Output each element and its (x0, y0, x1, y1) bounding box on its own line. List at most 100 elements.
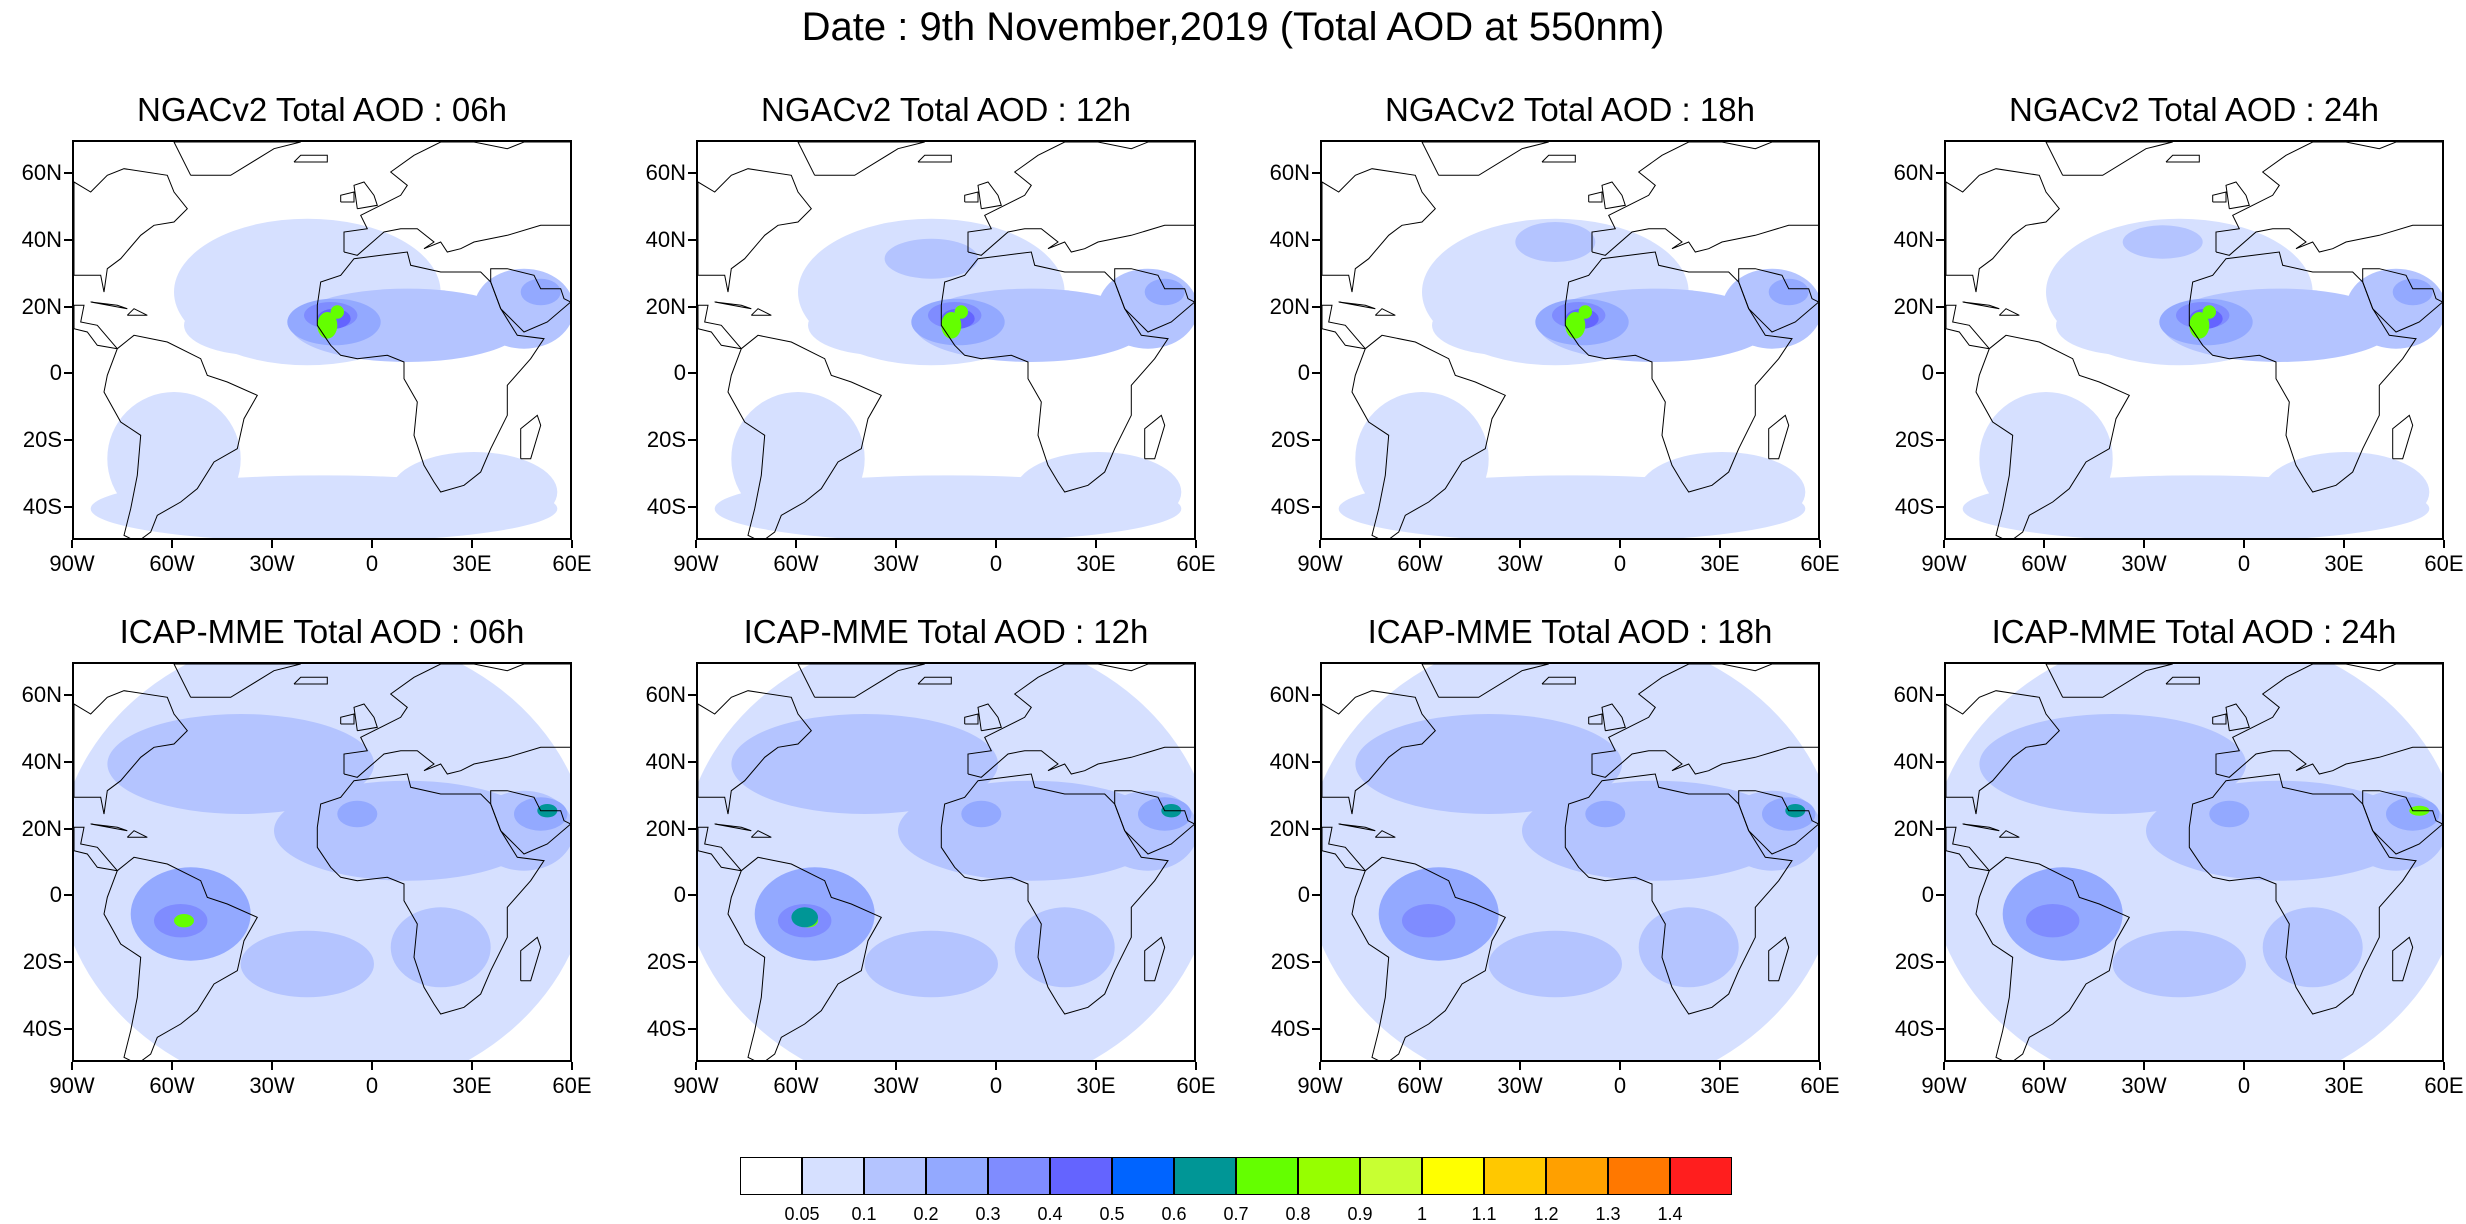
longitude-label: 30E (1076, 1073, 1116, 1098)
latitude-tick (64, 827, 72, 830)
latitude-label: 20S (1894, 949, 1934, 974)
aod-shading (107, 714, 374, 814)
coastline (2215, 142, 2442, 256)
longitude-tick (371, 540, 373, 548)
aod-map (698, 142, 1194, 538)
latitude-label: 60N (645, 160, 686, 186)
longitude-label: 60E (2424, 551, 2464, 576)
panel-title: NGACv2 Total AOD : 18h (1385, 91, 1755, 128)
longitude-tick (1619, 1062, 1621, 1070)
latitude-tick (1312, 372, 1320, 375)
aod-shading (2202, 305, 2216, 319)
colorbar-swatch (1112, 1157, 1174, 1195)
coastline (1588, 713, 1603, 725)
aod-map (74, 664, 570, 1060)
latitude-label: 40N (21, 227, 62, 252)
latitude-tick (1936, 1027, 1944, 1030)
longitude-tick (471, 1062, 473, 1070)
latitude-tick (1312, 694, 1320, 697)
longitude-label: 90W (1921, 551, 1967, 576)
longitude-label: 30W (873, 1073, 919, 1098)
latitude-label: 60N (1893, 682, 1934, 708)
coastline (1322, 304, 1366, 350)
latitude-tick (64, 372, 72, 375)
aod-shading (954, 305, 968, 319)
latitude-label: 40S (1894, 1015, 1934, 1041)
longitude-label: 60E (552, 551, 592, 576)
aod-shading (1355, 714, 1622, 814)
latitude-tick (1936, 505, 1944, 508)
longitude-label: 30W (1497, 1073, 1543, 1098)
longitude-tick (1819, 1062, 1821, 1070)
coastline (2188, 251, 2417, 493)
latitude-tick (64, 305, 72, 308)
coastline (103, 856, 259, 1060)
aod-shading (240, 930, 374, 998)
coastline (797, 664, 925, 698)
longitude-label: 0 (989, 551, 1003, 576)
latitude-tick (1312, 305, 1320, 308)
coastline (1738, 790, 1818, 855)
coastline (1962, 301, 2000, 310)
aod-shading (1515, 222, 1596, 262)
latitude-label: 40N (645, 749, 686, 774)
longitude-tick (2243, 540, 2245, 548)
colorbar-swatch (988, 1157, 1050, 1195)
latitude-label: 20S (646, 427, 686, 452)
coastline (2188, 773, 2417, 1015)
latitude-tick (1936, 372, 1944, 375)
coastline (1946, 168, 2060, 293)
aod-shading (1488, 930, 1622, 998)
coastline (977, 703, 1002, 732)
latitude-tick (1936, 961, 1944, 963)
coastline (74, 168, 188, 293)
coastline (316, 251, 545, 493)
coastline (940, 251, 1169, 493)
panel-title: ICAP-MME Total AOD : 24h (1991, 613, 2397, 650)
longitude-tick (1819, 540, 1821, 548)
latitude-tick (64, 505, 72, 508)
aod-shading (961, 800, 1002, 828)
coastline (1998, 830, 2020, 838)
latitude-tick (1312, 172, 1320, 175)
aod-shading (791, 907, 818, 928)
latitude-tick (1312, 894, 1320, 897)
aod-shading (1638, 907, 1739, 988)
coastline (74, 826, 118, 872)
latitude-tick (688, 827, 696, 830)
longitude-tick (1519, 540, 1521, 548)
coastline (917, 154, 952, 163)
aod-shading (731, 714, 998, 814)
longitude-tick (1519, 1062, 1521, 1070)
colorbar-label: 1.1 (1471, 1204, 1497, 1224)
latitude-label: 0 (49, 882, 62, 908)
map-area (72, 662, 572, 1062)
colorbar-swatch (1670, 1157, 1732, 1195)
longitude-label: 30E (1700, 551, 1740, 576)
aod-shading (2122, 225, 2203, 259)
coastline (2165, 154, 2200, 163)
latitude-tick (1312, 439, 1320, 441)
map-panel: ICAP-MME Total AOD : 12h 60N 40N 20N 0 20S 40S… (624, 610, 1244, 1130)
longitude-tick (795, 540, 797, 548)
coastline (1975, 334, 2131, 538)
longitude-label: 90W (673, 551, 719, 576)
coastline (964, 713, 979, 725)
coastline (964, 191, 979, 203)
longitude-label: 30W (249, 551, 295, 576)
latitude-tick (64, 439, 72, 441)
longitude-label: 0 (1613, 551, 1627, 576)
colorbar-label: 0.5 (1099, 1204, 1125, 1224)
latitude-label: 40S (22, 493, 62, 519)
latitude-tick (64, 1027, 72, 1030)
latitude-tick (64, 172, 72, 175)
coastline (2165, 676, 2200, 685)
coastline (2362, 268, 2442, 333)
longitude-tick (2443, 540, 2445, 548)
aod-shading (1014, 452, 1182, 532)
coastline (126, 308, 148, 316)
colorbar-label: 0.2 (913, 1204, 939, 1224)
latitude-tick (688, 305, 696, 308)
longitude-tick (1095, 1062, 1097, 1070)
latitude-label: 20N (1269, 293, 1310, 319)
